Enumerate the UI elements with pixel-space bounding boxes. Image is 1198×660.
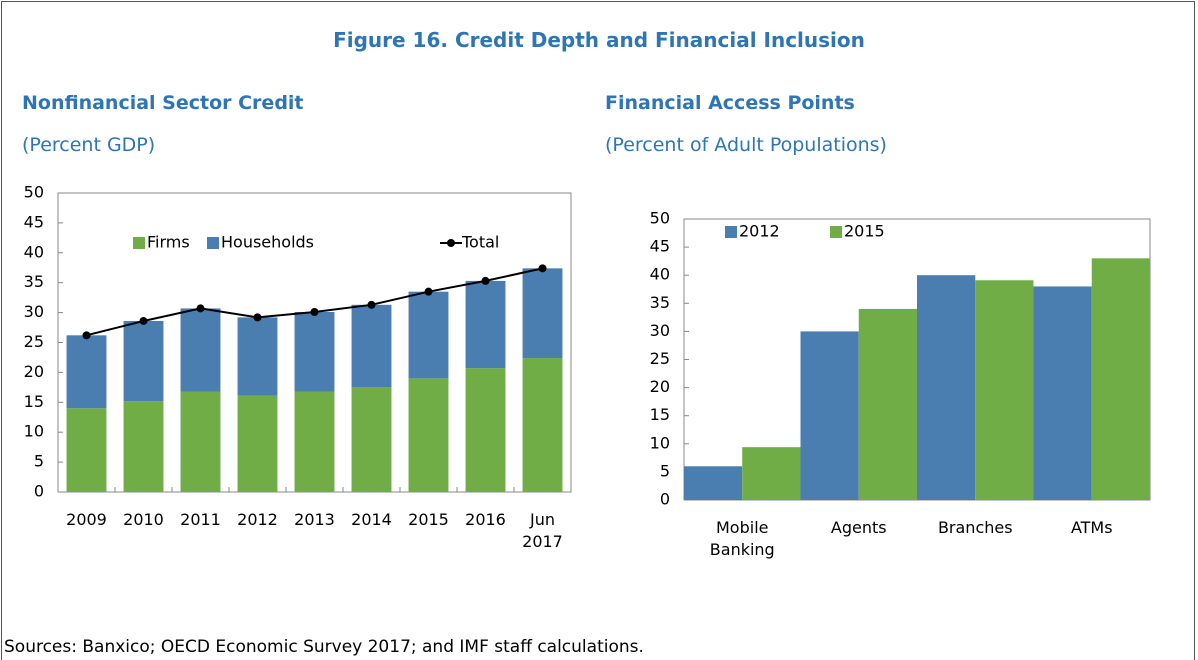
y-tick-label: 35 [650,293,670,312]
chart-subtitle: (Percent of Adult Populations) [605,134,887,156]
bar [858,308,917,500]
bar [684,466,743,500]
y-tick-label: 15 [24,392,44,411]
y-tick-label: 25 [24,332,44,351]
chart-title: Financial Access Points [605,92,855,114]
y-tick-label: 20 [650,377,670,396]
y-tick-label: 0 [34,482,44,501]
x-tick-label: 2013 [294,510,335,529]
bar [975,280,1034,500]
y-tick-label: 50 [24,183,44,202]
y-tick-label: 5 [34,452,44,471]
legend-label: Total [461,233,499,252]
x-tick-label: 2012 [237,510,278,529]
bar-segment [465,368,506,492]
bar [1033,286,1092,500]
bar-segment [408,291,449,379]
x-tick-label: 2015 [408,510,449,529]
y-tick-label: 0 [660,490,670,509]
legend-label: 2012 [739,222,780,241]
y-tick-label: 25 [650,349,670,368]
y-tick-label: 45 [24,212,44,231]
x-tick-label: Branches [937,518,1013,537]
total-marker [196,304,205,313]
bar [917,275,976,500]
legend-label: Households [221,233,314,252]
bar-segment [465,280,506,369]
bar-segment [522,268,563,359]
y-tick-label: 30 [650,321,670,340]
x-tick-label: Jun 2017 [522,510,563,551]
x-tick-label: 2010 [123,510,164,529]
y-tick-label: 20 [24,362,44,381]
x-tick-label: 2014 [351,510,392,529]
legend-swatch [830,226,842,238]
total-marker [367,300,376,309]
total-marker [424,287,433,296]
total-marker [253,313,262,322]
y-tick-label: 15 [650,405,670,424]
figure-title: Figure 16. Credit Depth and Financial In… [333,28,865,52]
bar-segment [408,378,449,492]
x-tick-label: 2009 [66,510,107,529]
legend-swatch [207,237,219,249]
total-marker [139,316,148,325]
source-note: Sources: Banxico; OECD Economic Survey 2… [4,637,644,657]
x-tick-label: Mobile Banking [709,518,775,559]
bar-segment [66,335,107,409]
y-tick-label: 5 [660,461,670,480]
y-tick-label: 10 [650,433,670,452]
x-tick-label: ATMs [1070,518,1113,537]
y-tick-label: 50 [650,209,670,228]
y-tick-label: 45 [650,237,670,256]
bar-segment [522,358,563,492]
bar-segment [123,320,164,402]
bar-segment [294,312,335,392]
bar [1091,258,1150,500]
x-tick-label: 2016 [465,510,506,529]
bar [742,447,801,500]
legend-label: Firms [147,233,190,252]
x-tick-label: Agents [830,518,887,537]
bar-segment [237,395,278,492]
legend-swatch [725,226,737,238]
bar [800,331,859,500]
y-tick-label: 30 [24,302,44,321]
legend-marker [447,239,455,247]
y-tick-label: 40 [650,265,670,284]
bar-segment [237,317,278,396]
total-marker [310,308,319,317]
bar-segment [351,387,392,492]
y-tick-label: 40 [24,242,44,261]
y-tick-label: 10 [24,422,44,441]
y-tick-label: 35 [24,272,44,291]
bar-segment [351,304,392,388]
bar-segment [123,401,164,492]
bar-segment [180,308,221,392]
chart-subtitle: (Percent GDP) [22,134,156,156]
bar-segment [180,391,221,492]
chart-title: Nonfinancial Sector Credit [22,92,304,114]
x-tick-label: 2011 [180,510,221,529]
total-marker [82,331,91,340]
legend-label: 2015 [844,222,885,241]
bar-segment [66,408,107,492]
bar-segment [294,391,335,492]
total-marker [538,264,547,273]
legend-swatch [133,237,145,249]
total-marker [481,276,490,285]
